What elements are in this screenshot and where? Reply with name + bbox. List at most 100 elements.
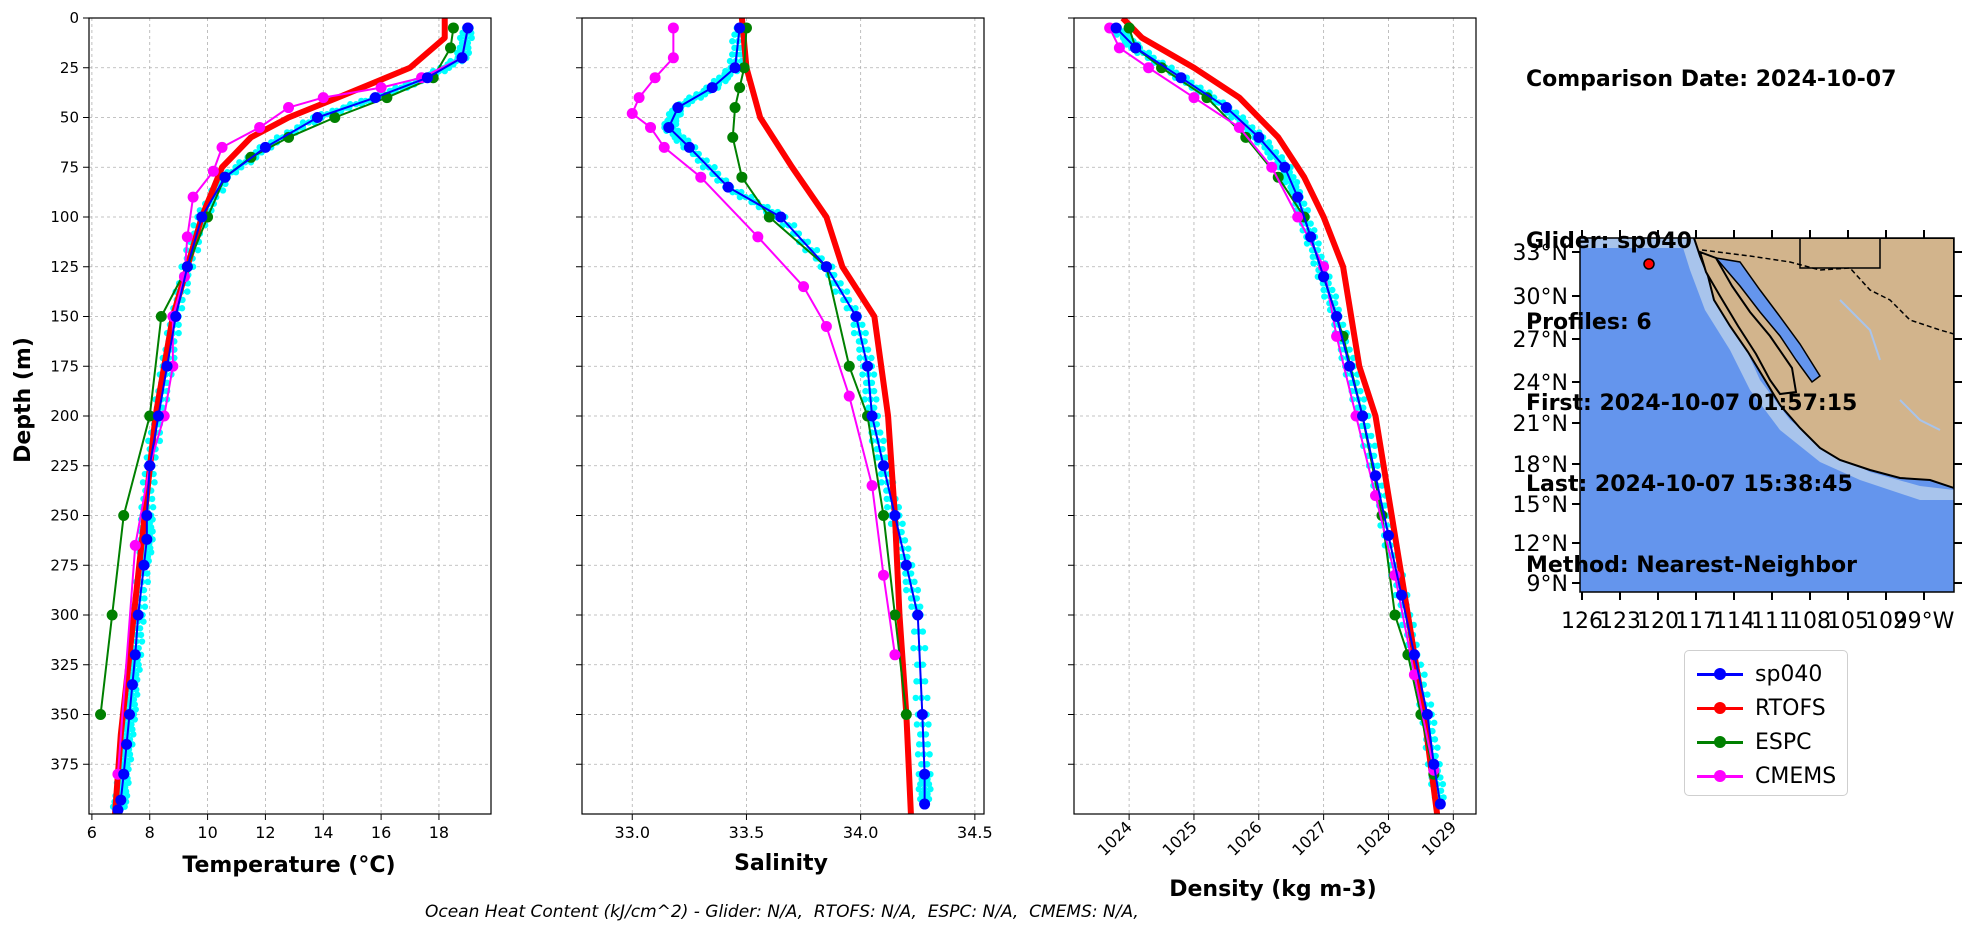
legend-symbol [1697, 766, 1743, 786]
data-point-cmems [1113, 42, 1125, 54]
map-lon-label: 108 [1789, 609, 1831, 634]
glider-raw-point [921, 644, 929, 652]
map-border-2 [1799, 238, 1881, 269]
data-point-sp040 [170, 311, 182, 322]
data-point-sp040 [138, 559, 150, 571]
glider-raw-point [1427, 701, 1435, 708]
glider-raw-point [133, 671, 140, 678]
glider-raw-point [924, 790, 931, 798]
glider-raw-point [903, 586, 910, 594]
comparison-info: Comparison Date: 2024-10-07 Glider: sp04… [1526, 12, 1896, 606]
glider-raw-point [136, 625, 144, 632]
data-point-sp040 [161, 360, 173, 372]
glider-raw-point [861, 396, 868, 403]
x-tick-label: 1025 [1159, 817, 1201, 859]
data-point-sp040 [121, 738, 133, 750]
glider-raw-point [859, 321, 866, 328]
glider-raw-point [843, 288, 851, 295]
x-tick-label: 8 [145, 823, 155, 842]
data-point-sp040 [1305, 231, 1317, 243]
data-point-espc [144, 410, 156, 422]
glider-raw-point [927, 785, 934, 793]
glider-raw-point [465, 44, 472, 52]
glider-raw-point [711, 164, 718, 171]
data-point-cmems [658, 141, 670, 153]
glider-raw-point [1300, 200, 1308, 207]
legend-symbol [1697, 698, 1743, 718]
first-time: First: 2024-10-07 01:57:15 [1526, 391, 1858, 416]
glider-raw-point [184, 288, 191, 295]
glider-raw-point [140, 618, 147, 625]
data-point-sp040 [112, 804, 124, 814]
glider-raw-point [1429, 727, 1436, 735]
legend-symbol [1697, 732, 1743, 752]
glider-raw-point [138, 638, 146, 645]
data-point-cmems [649, 72, 661, 84]
data-point-sp040 [1318, 271, 1330, 283]
temperature-axis-label: Temperature (°C) [182, 853, 395, 878]
y-tick-label: 150 [50, 308, 79, 326]
data-point-espc [900, 709, 912, 720]
data-point-cmems [129, 539, 141, 551]
data-point-cmems [667, 52, 679, 64]
data-point-espc [1389, 609, 1401, 621]
map-lat-label: 30°N [1513, 285, 1568, 310]
map-lat-label: 33°N [1513, 241, 1568, 266]
data-point-sp040 [1130, 42, 1142, 54]
map-baja [1698, 250, 1798, 396]
x-tick-label: 18 [429, 823, 449, 842]
data-point-sp040 [126, 679, 138, 691]
glider-raw-point [790, 222, 798, 229]
x-tick-label: 16 [371, 823, 391, 842]
x-tick-label: 1029 [1418, 817, 1460, 859]
data-point-sp040 [141, 510, 153, 521]
y-tick-label: 125 [50, 258, 79, 276]
data-point-cmems [645, 121, 657, 133]
comparison-date: Comparison Date: 2024-10-07 [1526, 67, 1897, 92]
y-tick-label: 250 [50, 507, 79, 525]
map-gulf [1714, 256, 1822, 384]
glider-raw-point [722, 77, 729, 85]
glider-location-map: 33°N30°N27°N24°N21°N18°N15°N12°N9°N 1261… [1513, 230, 1962, 634]
legend-label: RTOFS [1755, 695, 1826, 721]
data-point-espc [1156, 62, 1168, 74]
glider-raw-point [135, 661, 142, 668]
data-point-cmems [843, 390, 855, 402]
data-point-sp040 [311, 112, 323, 123]
x-tick-label: 1027 [1288, 817, 1330, 859]
data-point-sp040 [1279, 161, 1291, 173]
data-point-espc [878, 510, 889, 521]
y-tick-label: 225 [50, 457, 79, 475]
glider-raw-point [852, 305, 859, 312]
glider-raw-point [456, 34, 464, 42]
y-tick-label: 325 [50, 656, 79, 674]
data-point-sp040 [118, 768, 130, 780]
glider-raw-point [1357, 387, 1364, 395]
glider-raw-point [1315, 240, 1322, 247]
data-point-sp040 [878, 460, 889, 472]
salinity-axis-label: Salinity [734, 851, 828, 876]
glider-raw-point [868, 379, 876, 387]
glider-raw-point [148, 495, 156, 503]
data-point-sp040 [1331, 311, 1343, 322]
map-border [1701, 249, 1954, 335]
data-point-sp040 [734, 22, 746, 34]
series-line-sp040 [116, 27, 469, 811]
series-line-cmems [1108, 27, 1435, 771]
map-lon-label: 105 [1827, 609, 1869, 634]
glider-raw-point [923, 761, 931, 768]
glider-raw-point [922, 731, 930, 738]
glider-raw-point [905, 545, 912, 552]
glider-raw-point [925, 721, 932, 728]
data-point-sp040 [672, 102, 684, 114]
data-point-espc [738, 62, 750, 74]
glider-raw-point [151, 479, 158, 486]
glider-raw-point [1431, 719, 1438, 726]
glider-raw-point [914, 586, 922, 594]
data-point-sp040 [1428, 758, 1440, 770]
glider-raw-point [178, 305, 186, 312]
glider-raw-point [130, 731, 137, 738]
data-point-cmems [283, 102, 295, 114]
data-point-espc [445, 42, 457, 54]
glider-raw-point [136, 666, 143, 673]
